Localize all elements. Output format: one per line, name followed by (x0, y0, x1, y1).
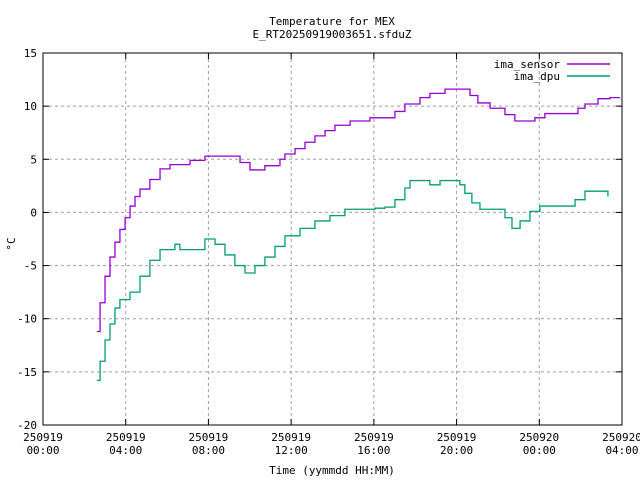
x-tick-label-time: 04:00 (109, 444, 142, 457)
y-tick-label: -20 (17, 419, 37, 432)
y-axis-label: °C (5, 237, 18, 250)
y-tick-label: 15 (24, 47, 37, 60)
grid (43, 53, 622, 425)
series-group (96, 88, 620, 382)
x-tick-label-time: 00:00 (523, 444, 556, 457)
x-tick-label-time: 08:00 (192, 444, 225, 457)
y-tick-label: -10 (17, 313, 37, 326)
x-tick-label-date: 250920 (602, 431, 640, 444)
chart-subtitle: E_RT20250919003651.sfduZ (253, 28, 412, 41)
x-tick-label-time: 12:00 (275, 444, 308, 457)
x-axis-label: Time (yymmdd HH:MM) (269, 464, 395, 477)
x-tick-label-date: 250919 (23, 431, 63, 444)
x-tick-label-date: 250919 (437, 431, 477, 444)
x-tick-label-time: 16:00 (357, 444, 390, 457)
x-tick-label-date: 250919 (354, 431, 394, 444)
x-tick-label-time: 20:00 (440, 444, 473, 457)
y-tick-label: 5 (30, 153, 37, 166)
ticks: -20-15-10-505101525091900:0025091904:002… (17, 47, 640, 457)
x-tick-label-time: 04:00 (605, 444, 638, 457)
chart-title: Temperature for MEX (269, 15, 395, 28)
y-tick-label: 10 (24, 100, 37, 113)
x-tick-label-date: 250919 (271, 431, 311, 444)
plot-border (42, 52, 623, 426)
y-tick-label: 0 (30, 206, 37, 219)
series-line-ima-sensor (96, 88, 620, 333)
x-tick-label-time: 00:00 (26, 444, 59, 457)
legend-label-ima-sensor: ima_sensor (494, 58, 561, 71)
legend: ima_sensor ima_dpu (494, 58, 610, 83)
x-tick-label-date: 250919 (189, 431, 229, 444)
y-tick-label: -5 (24, 260, 37, 273)
x-tick-label-date: 250920 (519, 431, 559, 444)
x-tick-label-date: 250919 (106, 431, 146, 444)
y-tick-label: -15 (17, 366, 37, 379)
legend-label-ima-dpu: ima_dpu (514, 70, 560, 83)
series-line-ima-dpu (96, 179, 609, 382)
